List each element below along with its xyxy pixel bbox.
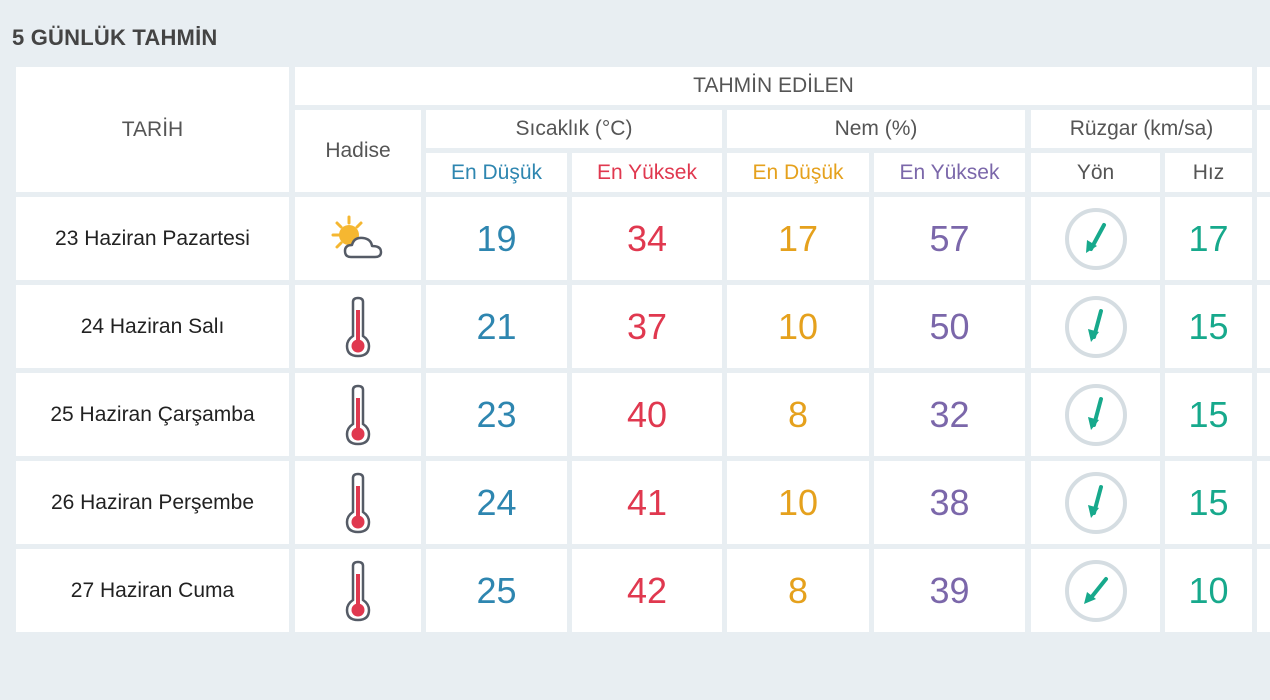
humidity-low-value: 10 <box>727 461 869 544</box>
row-date: 25 Haziran Çarşamba <box>16 373 289 456</box>
row-date: 23 Haziran Pazartesi <box>16 197 289 280</box>
humidity-high-value: 57 <box>874 197 1025 280</box>
temp-high-value: 40 <box>572 373 722 456</box>
temp-low-value: 25 <box>426 549 567 632</box>
wind-speed-value: 15 <box>1165 461 1252 544</box>
header-extra-edge <box>1257 67 1270 105</box>
header-hum-high: En Yüksek <box>874 153 1025 192</box>
wind-direction-arrow-icon <box>1031 285 1160 368</box>
humidity-low-value: 8 <box>727 549 869 632</box>
wind-speed-value: 15 <box>1165 285 1252 368</box>
partly-cloudy-sun-icon <box>295 197 421 280</box>
temp-low-value: 19 <box>426 197 567 280</box>
humidity-low-value: 10 <box>727 285 869 368</box>
humidity-high-value: 50 <box>874 285 1025 368</box>
section-title: 5 GÜNLÜK TAHMİN <box>12 25 218 50</box>
header-temp-high: En Yüksek <box>572 153 722 192</box>
row-edge <box>1257 373 1270 456</box>
wind-direction-arrow-icon <box>1031 197 1160 280</box>
temp-high-value: 42 <box>572 549 722 632</box>
header-temperature: Sıcaklık (°C) <box>426 110 722 148</box>
row-edge <box>1257 197 1270 280</box>
wind-direction-arrow-icon <box>1031 461 1160 544</box>
row-edge <box>1257 461 1270 544</box>
wind-speed-value: 17 <box>1165 197 1252 280</box>
humidity-high-value: 38 <box>874 461 1025 544</box>
temp-low-value: 24 <box>426 461 567 544</box>
humidity-low-value: 17 <box>727 197 869 280</box>
thermometer-hot-icon <box>295 373 421 456</box>
header-forecast: TAHMİN EDİLEN <box>295 67 1252 105</box>
humidity-high-value: 32 <box>874 373 1025 456</box>
row-date: 26 Haziran Perşembe <box>16 461 289 544</box>
header-wind-speed: Hız <box>1165 153 1252 192</box>
header-humidity: Nem (%) <box>727 110 1025 148</box>
row-date: 24 Haziran Salı <box>16 285 289 368</box>
thermometer-hot-icon <box>295 461 421 544</box>
row-edge <box>1257 549 1270 632</box>
humidity-low-value: 8 <box>727 373 869 456</box>
row-date: 27 Haziran Cuma <box>16 549 289 632</box>
row-edge <box>1257 285 1270 368</box>
header-event: Hadise <box>295 110 421 192</box>
temp-high-value: 34 <box>572 197 722 280</box>
wind-direction-arrow-icon <box>1031 549 1160 632</box>
temp-high-value: 37 <box>572 285 722 368</box>
thermometer-hot-icon <box>295 549 421 632</box>
header-wind: Rüzgar (km/sa) <box>1031 110 1252 148</box>
humidity-high-value: 39 <box>874 549 1025 632</box>
header-temp-low: En Düşük <box>426 153 567 192</box>
wind-direction-arrow-icon <box>1031 373 1160 456</box>
thermometer-hot-icon <box>295 285 421 368</box>
temp-high-value: 41 <box>572 461 722 544</box>
header-wind-dir: Yön <box>1031 153 1160 192</box>
header-date: TARİH <box>16 67 289 192</box>
temp-low-value: 23 <box>426 373 567 456</box>
temp-low-value: 21 <box>426 285 567 368</box>
wind-speed-value: 15 <box>1165 373 1252 456</box>
wind-speed-value: 10 <box>1165 549 1252 632</box>
header-hum-low: En Düşük <box>727 153 869 192</box>
header-extra-edge-2 <box>1257 110 1270 192</box>
